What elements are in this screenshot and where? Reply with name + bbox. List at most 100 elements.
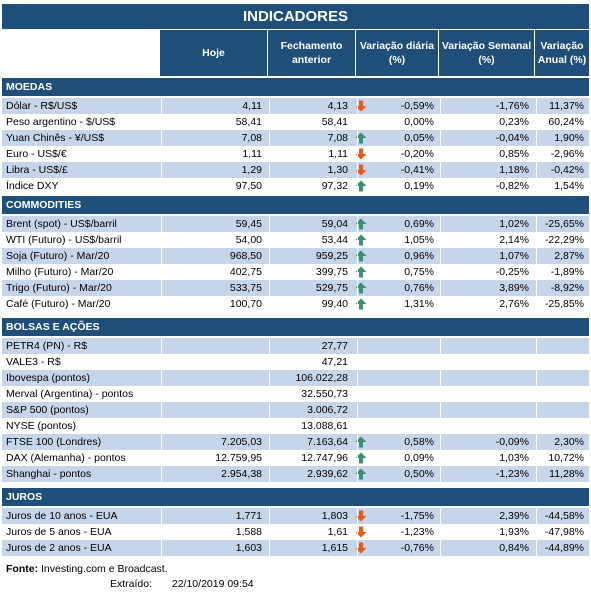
cell-var-semanal: 2,76% [499, 298, 529, 310]
row-label: Café (Futuro) - Mar/20 [6, 298, 111, 310]
arrow-down-icon [355, 526, 367, 538]
cell-fechamento: 27,77 [321, 340, 348, 352]
cell-var-diaria: -1,23% [400, 526, 434, 538]
row-label: Yuan Chinês - ¥/US$ [6, 132, 105, 144]
table-row: Peso argentino - $/US$ 58,41 58,41 0,00% 0,2… [2, 114, 589, 130]
cell-hoje: 1,771 [235, 510, 262, 522]
cell-var-anual: 1,54% [554, 180, 584, 192]
col-header-fechamento: Fechamento anterior [268, 30, 355, 76]
row-label: Índice DXY [6, 180, 59, 192]
column-divider [536, 98, 537, 194]
table-row: FTSE 100 (Londres) 7.205,03 7.163,64 0,58% -… [2, 434, 589, 450]
source-label: Fonte: [6, 563, 39, 575]
column-divider [269, 98, 270, 194]
cell-var-semanal: 0,84% [499, 542, 529, 554]
table-row: Euro - US$/€ 1,11 1,11 -0,20% 0,85% -2,96% [2, 146, 589, 162]
cell-var-semanal: 1,07% [499, 250, 529, 262]
cell-var-anual: -22,29% [544, 234, 584, 246]
cell-fechamento: 59,04 [321, 218, 348, 230]
cell-var-semanal: -0,82% [495, 180, 529, 192]
row-label: Shanghai - pontos [6, 468, 92, 480]
cell-var-semanal: -0,25% [495, 266, 529, 278]
cell-hoje: 1,603 [235, 542, 262, 554]
arrow-down-icon [355, 100, 367, 112]
cell-var-anual: -47,98% [544, 526, 584, 538]
cell-var-semanal: 1,18% [499, 164, 529, 176]
table-row: Café (Futuro) - Mar/20 100,70 99,40 1,31% 2,… [2, 296, 589, 312]
section-header: BOLSAS E AÇÕES [2, 318, 589, 336]
cell-fechamento: 959,25 [315, 250, 348, 262]
cell-fechamento: 106.022,28 [295, 372, 348, 384]
column-divider [357, 338, 358, 482]
cell-var-diaria: 0,75% [404, 266, 434, 278]
table-row: WTI (Futuro) - US$/barril 54,00 53,44 1,05%… [2, 232, 589, 248]
cell-fechamento: 1,30 [327, 164, 348, 176]
cell-var-semanal: 1,02% [499, 218, 529, 230]
arrow-down-icon [355, 510, 367, 522]
column-divider [269, 216, 270, 312]
column-divider [536, 338, 537, 482]
column-divider [161, 338, 162, 482]
arrow-up-icon [355, 436, 367, 448]
arrow-up-icon [355, 266, 367, 278]
col-header-hoje: Hoje [160, 30, 267, 76]
cell-hoje: 59,45 [235, 218, 262, 230]
arrow-up-icon [355, 452, 367, 464]
table-row: Índice DXY 97,50 97,32 0,19% -0,82% 1,54% [2, 178, 589, 194]
arrow-up-icon [355, 132, 367, 144]
column-divider [440, 98, 441, 194]
table-row: Yuan Chinês - ¥/US$ 7,08 7,08 0,05% -0,04% 1,… [2, 130, 589, 146]
row-label: Euro - US$/€ [6, 148, 67, 160]
cell-var-diaria: 0,05% [404, 132, 434, 144]
cell-var-anual: -44,58% [544, 510, 584, 522]
cell-var-diaria: 1,05% [404, 234, 434, 246]
cell-var-semanal: 0,85% [499, 148, 529, 160]
table-row: Milho (Futuro) - Mar/20 402,75 399,75 0,75%… [2, 264, 589, 280]
cell-fechamento: 7,08 [327, 132, 348, 144]
table-row: Libra - US$/£ 1,29 1,30 -0,41% 1,18% -0,42% [2, 162, 589, 178]
cell-var-diaria: -0,76% [400, 542, 434, 554]
row-label: Soja (Futuro) - Mar/20 [6, 250, 110, 262]
table-row: Trigo (Futuro) - Mar/20 533,75 529,75 0,76%… [2, 280, 589, 296]
row-label: Peso argentino - $/US$ [6, 116, 116, 128]
column-divider [440, 216, 441, 312]
arrow-down-icon [355, 164, 367, 176]
arrow-up-icon [355, 250, 367, 262]
arrow-up-icon [355, 468, 367, 480]
arrow-up-icon [355, 298, 367, 310]
column-divider [536, 216, 537, 312]
table-row: Shanghai - pontos 2.954,38 2.939,62 0,50% -1… [2, 466, 589, 482]
cell-fechamento: 12.747,96 [301, 452, 348, 464]
cell-var-anual: 2,30% [554, 436, 584, 448]
cell-var-anual: -25,65% [544, 218, 584, 230]
section-header: COMMODITIES [2, 196, 589, 214]
cell-hoje: 533,75 [229, 282, 262, 294]
cell-fechamento: 2.939,62 [307, 468, 348, 480]
cell-var-anual: -0,42% [550, 164, 584, 176]
cell-var-semanal: 1,03% [499, 452, 529, 464]
cell-var-semanal: -0,04% [495, 132, 529, 144]
row-label: Trigo (Futuro) - Mar/20 [6, 282, 112, 294]
cell-fechamento: 1,615 [321, 542, 348, 554]
column-divider [269, 508, 270, 556]
cell-hoje: 100,70 [229, 298, 262, 310]
arrow-up-icon [355, 218, 367, 230]
column-divider [536, 508, 537, 556]
section-header: MOEDAS [2, 78, 589, 96]
row-label: Dólar - R$/US$ [6, 100, 78, 112]
cell-var-diaria: 0,00% [404, 116, 434, 128]
row-label: Milho (Futuro) - Mar/20 [6, 266, 114, 278]
row-label: Brent (spot) - US$/barril [6, 218, 117, 230]
cell-fechamento: 99,40 [321, 298, 348, 310]
cell-var-anual [2, 386, 588, 402]
cell-fechamento: 58,41 [321, 116, 348, 128]
row-label: Libra - US$/£ [6, 164, 68, 176]
cell-hoje: 58,41 [235, 116, 262, 128]
table-row: S&P 500 (pontos) 3.006,72 [2, 402, 589, 418]
table-row: Brent (spot) - US$/barril 59,45 59,04 0,69%… [2, 216, 589, 232]
cell-var-semanal: 2,14% [499, 234, 529, 246]
cell-var-diaria: -0,20% [400, 148, 434, 160]
row-label: DAX (Alemanha) - pontos [6, 452, 126, 464]
arrow-up-icon [355, 234, 367, 246]
cell-var-semanal: -0,09% [495, 436, 529, 448]
